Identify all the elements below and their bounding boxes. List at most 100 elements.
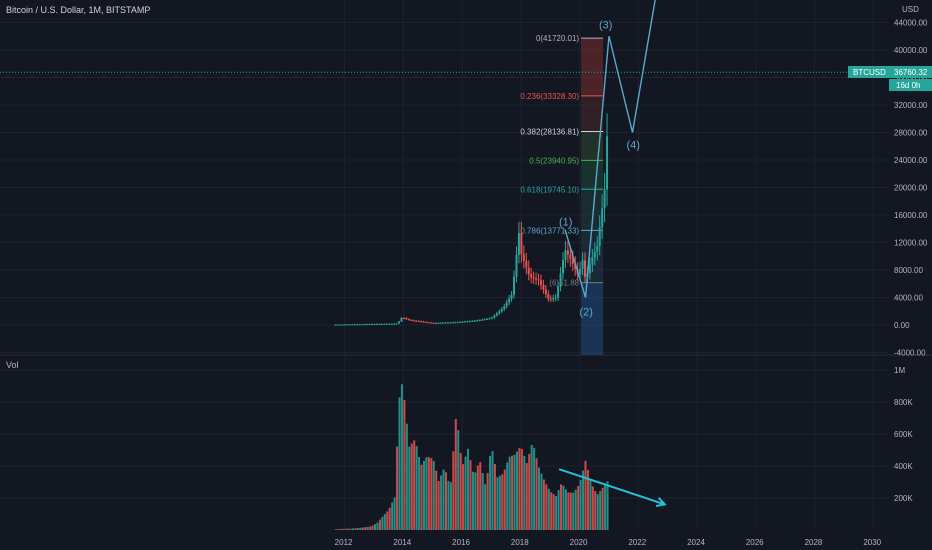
- volume-bar: [557, 490, 560, 530]
- candle-body: [437, 322, 440, 324]
- volume-bar: [535, 458, 538, 530]
- volume-bar: [555, 496, 558, 530]
- candle-body: [456, 322, 459, 324]
- volume-bar: [337, 529, 340, 530]
- fib-level-label: 0.382(28136.81): [520, 128, 579, 137]
- countdown-badge: 16d 0h: [896, 81, 920, 90]
- price-axis-tick: 0.00: [894, 321, 910, 330]
- volume-bar: [403, 400, 406, 530]
- elliott-wave-drawing[interactable]: (1) (2) (3) (4): [559, 0, 656, 319]
- time-axis-tick: 2014: [393, 538, 411, 547]
- candle-body: [544, 289, 547, 295]
- volume-bar: [560, 484, 563, 530]
- fib-level-label: 0(41720.01): [536, 34, 579, 43]
- volume-bar: [589, 479, 592, 530]
- candle-body: [603, 189, 606, 209]
- candle-body: [368, 324, 371, 326]
- volume-bar: [471, 471, 474, 530]
- volume-bar: [520, 448, 523, 530]
- candle-body: [476, 320, 479, 322]
- candle-body: [564, 250, 567, 261]
- price-axis-tick: 44000.00: [894, 19, 928, 28]
- volume-bar: [574, 489, 577, 530]
- volume-bar: [388, 507, 391, 530]
- candle-body: [537, 279, 540, 281]
- volume-bar: [347, 528, 350, 530]
- candle-body: [385, 323, 388, 325]
- volume-bar: [491, 451, 494, 530]
- candle-body: [393, 323, 396, 325]
- fib-zone: [581, 189, 604, 231]
- candle-body: [353, 324, 356, 326]
- price-axis-tick: 28000.00: [894, 129, 928, 138]
- fib-level-label: (6)61.88: [549, 279, 579, 288]
- volume-bar: [496, 477, 499, 530]
- candle-body: [356, 324, 359, 326]
- candle-body: [371, 324, 374, 326]
- candle-body: [427, 322, 430, 324]
- price-badge: BTCUSD 36760.32 16d 0h: [848, 66, 932, 91]
- elliott-wave-line: [564, 0, 656, 298]
- candle-body: [380, 323, 383, 325]
- volume-bar: [452, 451, 455, 530]
- volume-bar: [528, 453, 531, 530]
- volume-bar: [418, 457, 421, 530]
- volume-bar: [386, 511, 389, 530]
- volume-bar: [334, 529, 337, 530]
- price-badge-bg: [848, 66, 932, 78]
- volume-bar: [547, 488, 550, 530]
- candle-body: [459, 321, 462, 323]
- candle-body: [375, 323, 378, 325]
- candle-body: [466, 321, 469, 323]
- volume-bar: [361, 527, 364, 530]
- volume-bar: [410, 443, 413, 530]
- volume-bar: [584, 460, 587, 530]
- volume-bar: [442, 469, 445, 530]
- volume-bar: [564, 489, 567, 530]
- candle-body: [571, 258, 574, 264]
- candle-body: [429, 322, 432, 324]
- candle-body: [424, 321, 427, 323]
- volume-bar: [425, 457, 428, 530]
- candle-body: [481, 319, 484, 321]
- symbol-title[interactable]: Bitcoin / U.S. Dollar, 1M, BITSTAMP: [6, 5, 151, 15]
- fib-level-label: 0.618(19745.10): [520, 185, 579, 194]
- volume-bar: [498, 475, 501, 530]
- volume-bar: [518, 448, 521, 530]
- volume-bar: [378, 519, 381, 530]
- candle-body: [451, 322, 454, 324]
- candle-body: [598, 227, 601, 246]
- volume-bar: [545, 484, 548, 530]
- fibonacci-retracement[interactable]: 0(41720.01) 0.236(33328.30) 0.382(28136.81…: [520, 34, 604, 355]
- candle-body: [552, 298, 555, 300]
- price-series: [0, 71, 888, 326]
- volume-bar: [396, 446, 399, 530]
- candle-body: [483, 319, 486, 321]
- candle-body: [554, 297, 557, 299]
- volume-bar: [493, 464, 496, 530]
- volume-bar: [582, 470, 585, 530]
- volume-bar: [440, 475, 443, 530]
- volume-bar: [552, 494, 555, 530]
- volume-bar: [572, 492, 575, 530]
- volume-bar: [391, 502, 394, 530]
- volume-trend-arrow: [558, 468, 666, 506]
- volume-bar: [449, 482, 452, 530]
- volume-bar: [604, 484, 607, 530]
- candle-body: [535, 278, 538, 280]
- candle-body: [361, 324, 364, 326]
- volume-bar: [596, 494, 599, 530]
- candle-body: [488, 318, 491, 320]
- volume-bar: [508, 456, 511, 530]
- candle-body: [593, 251, 596, 258]
- candle-body: [542, 284, 545, 290]
- volume-axis-tick: 800K: [894, 398, 913, 407]
- grid: [0, 0, 932, 530]
- candle-body: [402, 318, 405, 320]
- volume-label[interactable]: Vol: [6, 360, 19, 370]
- volume-axis-tick: 400K: [894, 462, 913, 471]
- fib-level-label: 0.786(13771.33): [520, 226, 579, 235]
- volume-bar: [606, 481, 609, 530]
